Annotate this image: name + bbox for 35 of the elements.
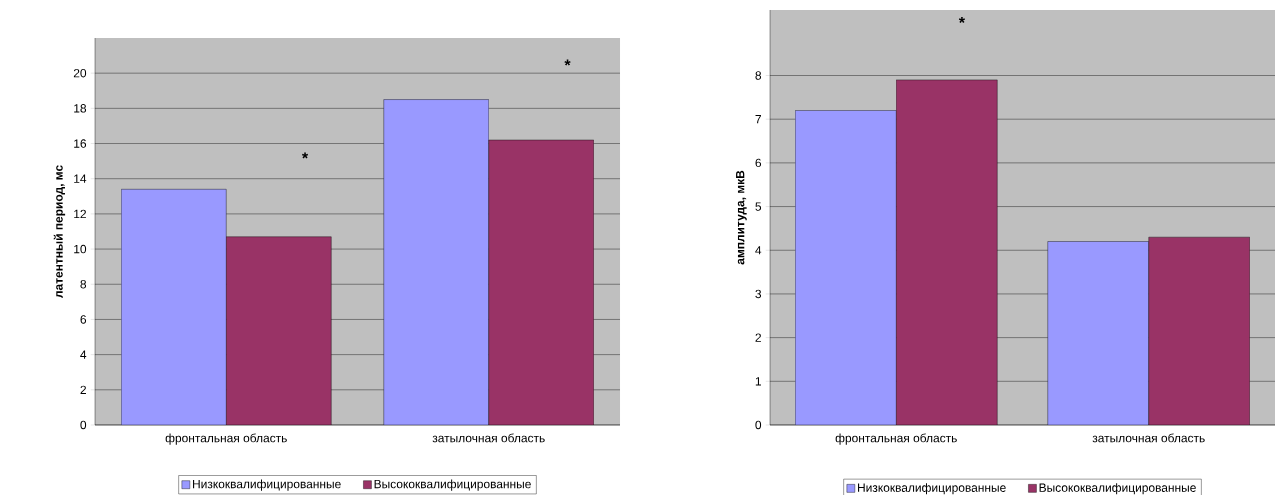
y-tick-label: 0 <box>80 420 87 430</box>
y-tick-label: 10 <box>74 244 87 254</box>
bar <box>488 139 594 425</box>
x-tick-label: фронтальная область <box>165 433 287 445</box>
x-tick-label: затылочная область <box>1092 433 1205 443</box>
y-tick-label: 6 <box>80 315 87 324</box>
y-tick-label: 16 <box>74 139 87 148</box>
legend-label: Низкоквалифицированные <box>858 483 1006 495</box>
y-tick-label: 6 <box>755 158 762 168</box>
annotation: * <box>564 59 571 66</box>
y-tick-label: 1 <box>755 377 761 386</box>
y-tick-label: 12 <box>74 209 86 219</box>
y-tick-label: 5 <box>755 202 762 211</box>
y-tick-label: 2 <box>80 385 86 394</box>
legend-label: Низкоквалифицированные <box>193 479 341 491</box>
annotation: * <box>958 16 965 23</box>
y-tick-label: 8 <box>755 71 762 80</box>
y-tick-label: 2 <box>755 333 761 342</box>
y-tick-label: 3 <box>755 289 762 299</box>
y-tick-label: 14 <box>74 174 87 183</box>
y-tick-label: 0 <box>755 420 762 430</box>
x-tick-label: затылочная область <box>432 433 545 443</box>
legend-label: Высококвалифицированные <box>1039 483 1196 495</box>
y-tick-label: 7 <box>755 115 761 124</box>
legend-label: Высококвалифицированные <box>374 479 531 491</box>
y-tick-label: 18 <box>74 104 87 113</box>
y-axis-title: латентный период, мс <box>53 165 66 298</box>
y-tick-label: 8 <box>80 280 87 289</box>
y-tick-label: 4 <box>755 246 762 255</box>
y-tick-label: 4 <box>80 350 87 359</box>
y-axis-title: амплитуда, мкВ <box>736 170 747 265</box>
bar <box>226 236 332 425</box>
annotation: * <box>301 152 309 159</box>
x-tick-label: фронтальная область <box>835 433 957 445</box>
y-tick-label: 20 <box>73 68 87 78</box>
